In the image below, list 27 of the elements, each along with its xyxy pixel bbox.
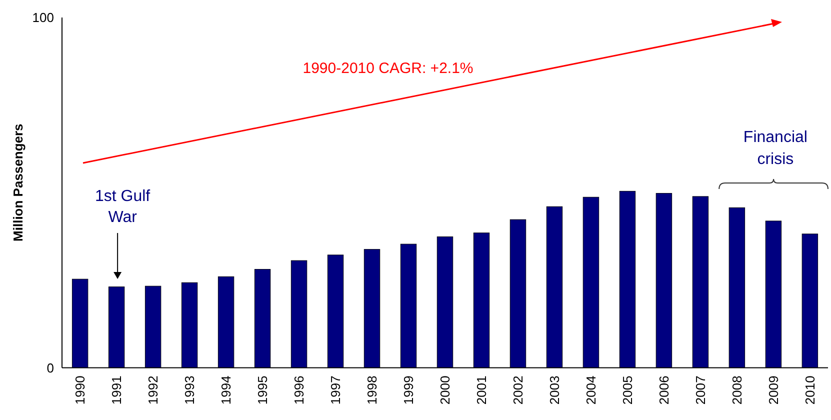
x-tick-label: 2010 xyxy=(802,376,818,405)
annotation: 1990-2010 CAGR: +2.1% xyxy=(302,60,474,77)
x-tick-label: 1990 xyxy=(72,376,88,405)
x-tick-label: 2009 xyxy=(766,376,781,405)
y-tick-label: 100 xyxy=(32,10,54,26)
x-tick-label: 1999 xyxy=(401,376,416,405)
y-axis-title: Million Passengers xyxy=(10,124,26,242)
x-tick-label: 2005 xyxy=(620,376,636,405)
annotation: 1st Gulf War xyxy=(94,188,151,226)
x-tick-label: 2001 xyxy=(474,376,490,405)
x-tick-label: 1996 xyxy=(292,376,307,405)
x-tick-label: 2004 xyxy=(584,376,599,405)
x-tick-label: 2002 xyxy=(510,376,526,405)
x-tick-label: 1998 xyxy=(364,376,380,405)
x-tick-label: 1995 xyxy=(255,376,270,405)
x-tick-label: 2003 xyxy=(547,376,562,405)
x-tick-label: 1993 xyxy=(182,376,198,405)
x-tick-label: 1991 xyxy=(109,376,124,405)
x-tick-label: 2006 xyxy=(656,376,672,405)
x-tick-label: 1994 xyxy=(218,376,234,405)
x-tick-label: 2000 xyxy=(438,376,453,405)
x-tick-label: 1997 xyxy=(328,376,344,405)
x-tick-label: 2007 xyxy=(693,376,708,405)
annotation: Financial crisis xyxy=(743,129,808,168)
x-tick-label: 2008 xyxy=(730,376,744,405)
x-tick-label: 1992 xyxy=(146,376,161,405)
y-tick-label: 0 xyxy=(46,360,54,376)
